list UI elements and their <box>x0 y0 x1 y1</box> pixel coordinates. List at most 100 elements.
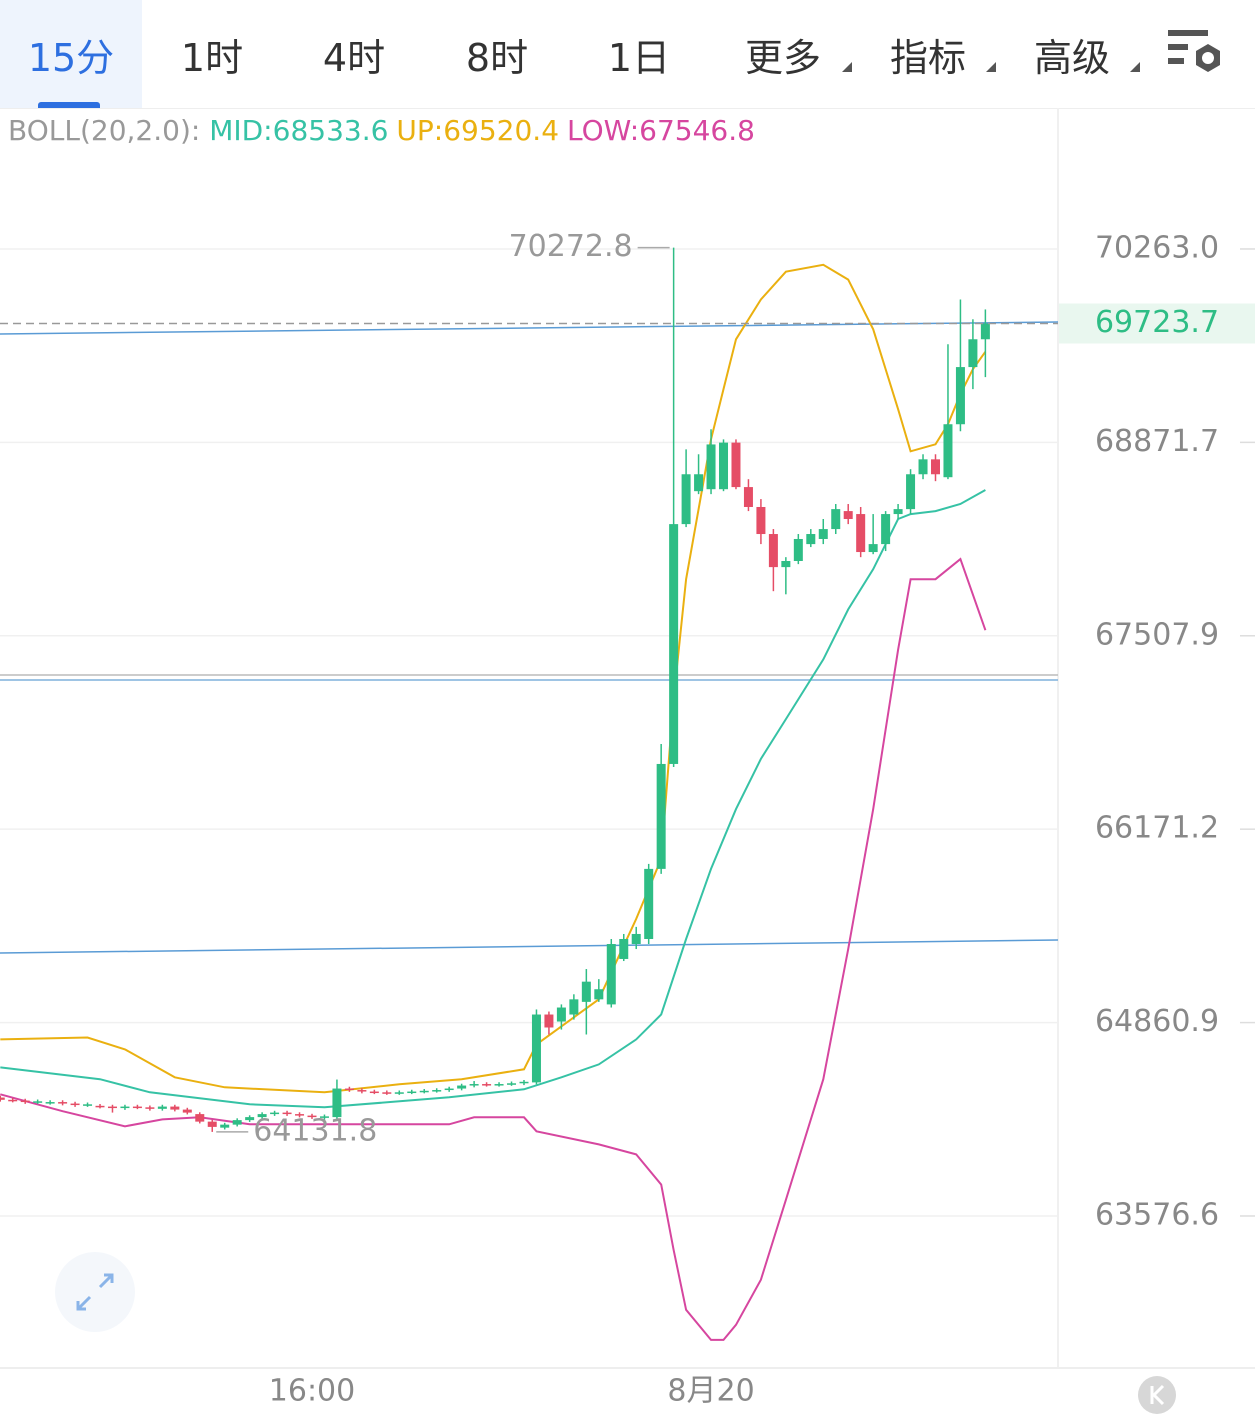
candle-body <box>245 1117 255 1121</box>
boll-line <box>0 489 986 1109</box>
y-tick-label: 64860.9 <box>1095 1004 1219 1039</box>
y-tick-label: 68871.7 <box>1095 424 1219 459</box>
kline-icon[interactable] <box>1138 1376 1176 1414</box>
candle-body <box>893 509 903 515</box>
candle-body <box>793 538 803 561</box>
candle-body <box>980 323 990 340</box>
candle-body <box>45 1102 55 1104</box>
candle-body <box>257 1114 267 1118</box>
tab[interactable]: 1日 <box>607 35 671 80</box>
candle-body <box>843 511 853 520</box>
candle-body <box>382 1092 392 1094</box>
candle-body <box>319 1116 329 1118</box>
tab[interactable]: 更多 <box>710 0 856 108</box>
indicator-name: BOLL(20,2.0): <box>8 114 201 147</box>
candle-body <box>58 1102 68 1104</box>
candle-body <box>232 1120 242 1125</box>
candle-body <box>469 1084 479 1086</box>
candle-body <box>719 442 729 490</box>
tab[interactable]: 4时 <box>322 35 386 80</box>
candle-body <box>419 1090 429 1093</box>
tab[interactable]: 高级 <box>1000 0 1144 108</box>
candle-body <box>881 514 891 545</box>
candle-body <box>656 763 666 869</box>
candle-body <box>107 1106 117 1109</box>
candle-body <box>432 1090 442 1092</box>
indicator-legend: BOLL(20,2.0): MID:68533.6 UP:69520.4 LOW:6… <box>8 114 755 147</box>
y-tick-label: 63576.6 <box>1095 1197 1219 1232</box>
candle-body <box>95 1105 105 1108</box>
candle-body <box>70 1103 80 1106</box>
candle-body <box>856 514 866 553</box>
legend-value: 69520.4 <box>443 114 560 147</box>
candle-body <box>220 1124 230 1128</box>
candle-body <box>818 529 828 539</box>
candle-body <box>357 1090 367 1092</box>
candle-body <box>519 1081 529 1084</box>
candle-body <box>743 487 753 507</box>
candle-body <box>407 1091 417 1094</box>
legend-value: 68533.6 <box>272 114 389 147</box>
candle-body <box>132 1106 142 1109</box>
candle-body <box>644 868 654 939</box>
candle-body <box>569 999 579 1015</box>
candle-body <box>20 1100 30 1103</box>
candle-body <box>282 1112 292 1115</box>
candle-body <box>332 1088 342 1118</box>
candle-body <box>831 509 841 530</box>
candle-body <box>195 1114 205 1122</box>
candle-body <box>33 1101 43 1103</box>
candle-body <box>207 1121 217 1127</box>
candle-body <box>706 444 716 490</box>
candle-body <box>120 1106 130 1109</box>
min-label: 64131.8 <box>253 1113 377 1148</box>
candle-body <box>83 1104 93 1106</box>
expand-icon[interactable] <box>55 1252 135 1332</box>
settings-icon[interactable] <box>1168 30 1220 72</box>
tab[interactable]: 15分 <box>0 0 142 108</box>
candle-body <box>931 459 940 475</box>
candle-body <box>457 1085 467 1089</box>
candle-body <box>606 944 616 1005</box>
candle-body <box>768 534 778 568</box>
max-label: 70272.8 <box>509 229 633 264</box>
candle-body <box>270 1112 280 1115</box>
candle-body <box>482 1084 492 1086</box>
y-tick-label: 66171.2 <box>1095 811 1219 846</box>
tab[interactable]: 8时 <box>465 35 529 80</box>
candle-body <box>295 1114 305 1116</box>
candle-body <box>531 1014 541 1083</box>
tab[interactable]: 1时 <box>180 35 244 80</box>
candle-body <box>394 1092 404 1094</box>
candle-body <box>507 1083 517 1085</box>
candle-body <box>157 1106 167 1109</box>
x-tick-label: 8月20 <box>667 1374 754 1409</box>
current-price-label: 69723.7 <box>1095 305 1219 340</box>
y-tick-label: 67507.9 <box>1095 617 1219 652</box>
tab[interactable]: 指标 <box>856 0 1000 108</box>
candle-body <box>556 1007 566 1022</box>
candle-body <box>669 524 679 764</box>
legend-name: LOW: <box>567 114 640 147</box>
candle-body <box>594 989 604 1000</box>
candle-body <box>968 339 978 368</box>
candle-body <box>0 1097 5 1100</box>
trend-line <box>0 939 1059 954</box>
candle-body <box>731 442 741 488</box>
candle-body <box>619 938 629 959</box>
candle-body <box>681 474 691 525</box>
boll-line <box>0 557 987 1341</box>
candle-body <box>307 1115 317 1118</box>
candle-body <box>918 459 928 475</box>
candle-body <box>943 424 953 478</box>
candle-body <box>806 534 816 545</box>
candle-body <box>170 1106 180 1110</box>
candle-body <box>955 367 965 425</box>
candle-body <box>182 1109 192 1113</box>
candle-body <box>8 1099 18 1102</box>
candle-body <box>494 1084 504 1086</box>
boll-line <box>0 263 987 1094</box>
